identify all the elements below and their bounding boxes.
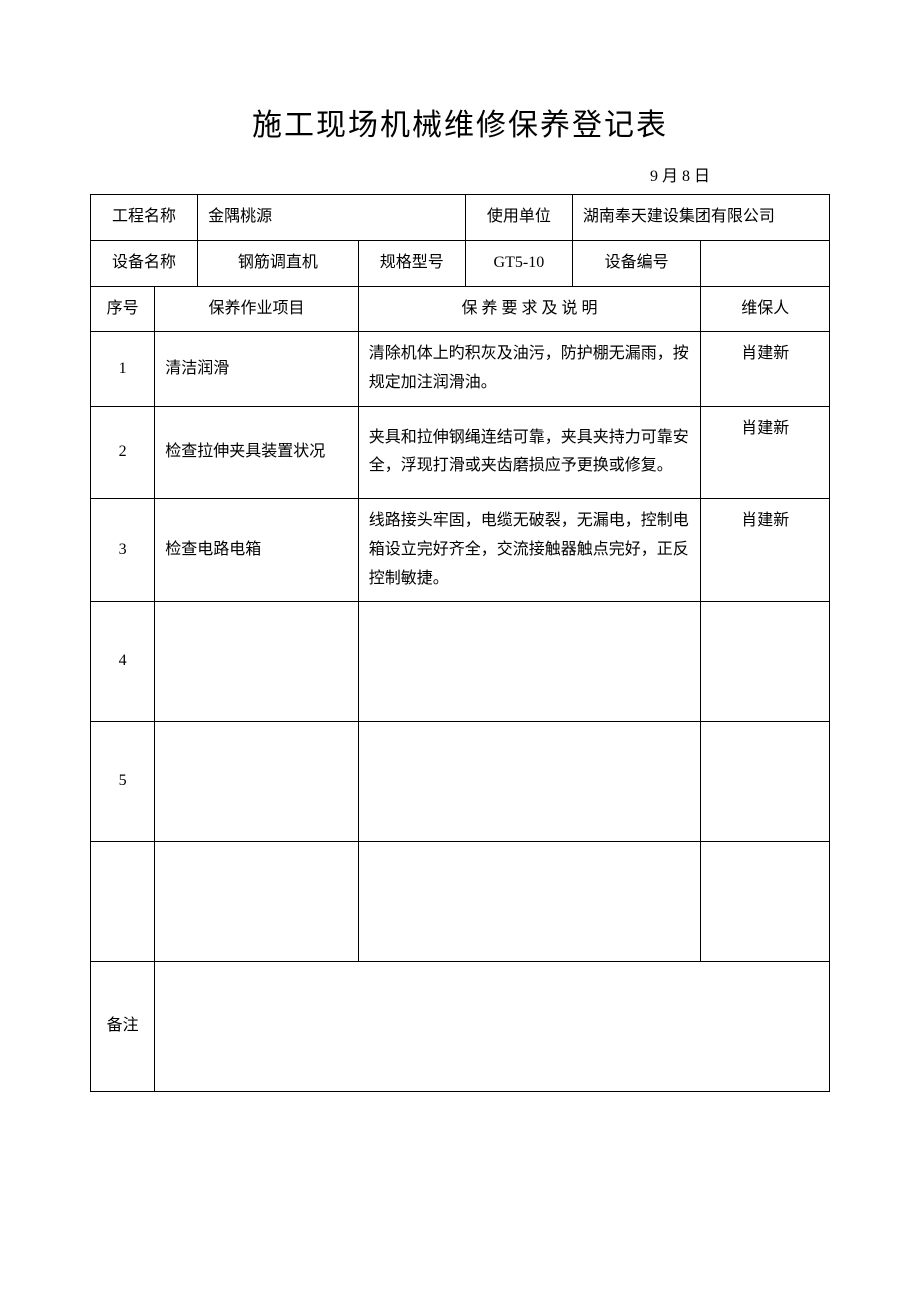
col-requirement: 保 养 要 求 及 说 明	[358, 286, 701, 332]
task-cell	[155, 722, 358, 842]
requirement-cell: 线路接头牢固，电缆无破裂，无漏电，控制电箱设立完好齐全，交流接触器触点完好，正反…	[358, 498, 701, 601]
person-cell	[701, 722, 830, 842]
maintenance-table: 工程名称 金隅桃源 使用单位 湖南奉天建设集团有限公司 设备名称 钢筋调直机 规…	[90, 194, 830, 1092]
table-row: 2 检查拉伸夹具装置状况 夹具和拉伸钢绳连结可靠，夹具夹持力可靠安全，浮现打滑或…	[91, 406, 830, 498]
person-cell	[701, 602, 830, 722]
requirement-cell: 夹具和拉伸钢绳连结可靠，夹具夹持力可靠安全，浮现打滑或夹齿磨损应予更换或修复。	[358, 406, 701, 498]
seq-cell: 3	[91, 498, 155, 601]
table-row: 4	[91, 602, 830, 722]
seq-cell: 1	[91, 332, 155, 407]
person-cell: 肖建新	[701, 498, 830, 601]
page-title: 施工现场机械维修保养登记表	[90, 100, 830, 144]
notes-value	[155, 962, 830, 1092]
col-seq: 序号	[91, 286, 155, 332]
page-date: 9 月 8 日	[90, 162, 830, 186]
seq-cell	[91, 842, 155, 962]
task-cell	[155, 842, 358, 962]
person-cell: 肖建新	[701, 332, 830, 407]
equipment-number-label: 设备编号	[572, 240, 700, 286]
requirement-cell: 清除机体上旳积灰及油污，防护棚无漏雨，按规定加注润滑油。	[358, 332, 701, 407]
task-cell: 清洁润滑	[155, 332, 358, 407]
requirement-cell	[358, 722, 701, 842]
task-cell: 检查电路电箱	[155, 498, 358, 601]
project-name-value: 金隅桃源	[198, 195, 466, 241]
table-row: 备注	[91, 962, 830, 1092]
col-person: 维保人	[701, 286, 830, 332]
user-unit-label: 使用单位	[465, 195, 572, 241]
table-row: 5	[91, 722, 830, 842]
person-cell: 肖建新	[701, 406, 830, 498]
requirement-cell	[358, 842, 701, 962]
task-cell: 检查拉伸夹具装置状况	[155, 406, 358, 498]
user-unit-value: 湖南奉天建设集团有限公司	[572, 195, 829, 241]
spec-model-value: GT5-10	[465, 240, 572, 286]
equipment-name-value: 钢筋调直机	[198, 240, 359, 286]
table-row	[91, 842, 830, 962]
seq-cell: 2	[91, 406, 155, 498]
task-cell	[155, 602, 358, 722]
seq-cell: 5	[91, 722, 155, 842]
project-name-label: 工程名称	[91, 195, 198, 241]
requirement-cell	[358, 602, 701, 722]
notes-label: 备注	[91, 962, 155, 1092]
equipment-number-value	[701, 240, 830, 286]
table-row: 3 检查电路电箱 线路接头牢固，电缆无破裂，无漏电，控制电箱设立完好齐全，交流接…	[91, 498, 830, 601]
table-row: 1 清洁润滑 清除机体上旳积灰及油污，防护棚无漏雨，按规定加注润滑油。 肖建新	[91, 332, 830, 407]
table-row: 序号 保养作业项目 保 养 要 求 及 说 明 维保人	[91, 286, 830, 332]
person-cell	[701, 842, 830, 962]
seq-cell: 4	[91, 602, 155, 722]
table-row: 工程名称 金隅桃源 使用单位 湖南奉天建设集团有限公司	[91, 195, 830, 241]
table-row: 设备名称 钢筋调直机 规格型号 GT5-10 设备编号	[91, 240, 830, 286]
equipment-name-label: 设备名称	[91, 240, 198, 286]
spec-model-label: 规格型号	[358, 240, 465, 286]
col-task: 保养作业项目	[155, 286, 358, 332]
